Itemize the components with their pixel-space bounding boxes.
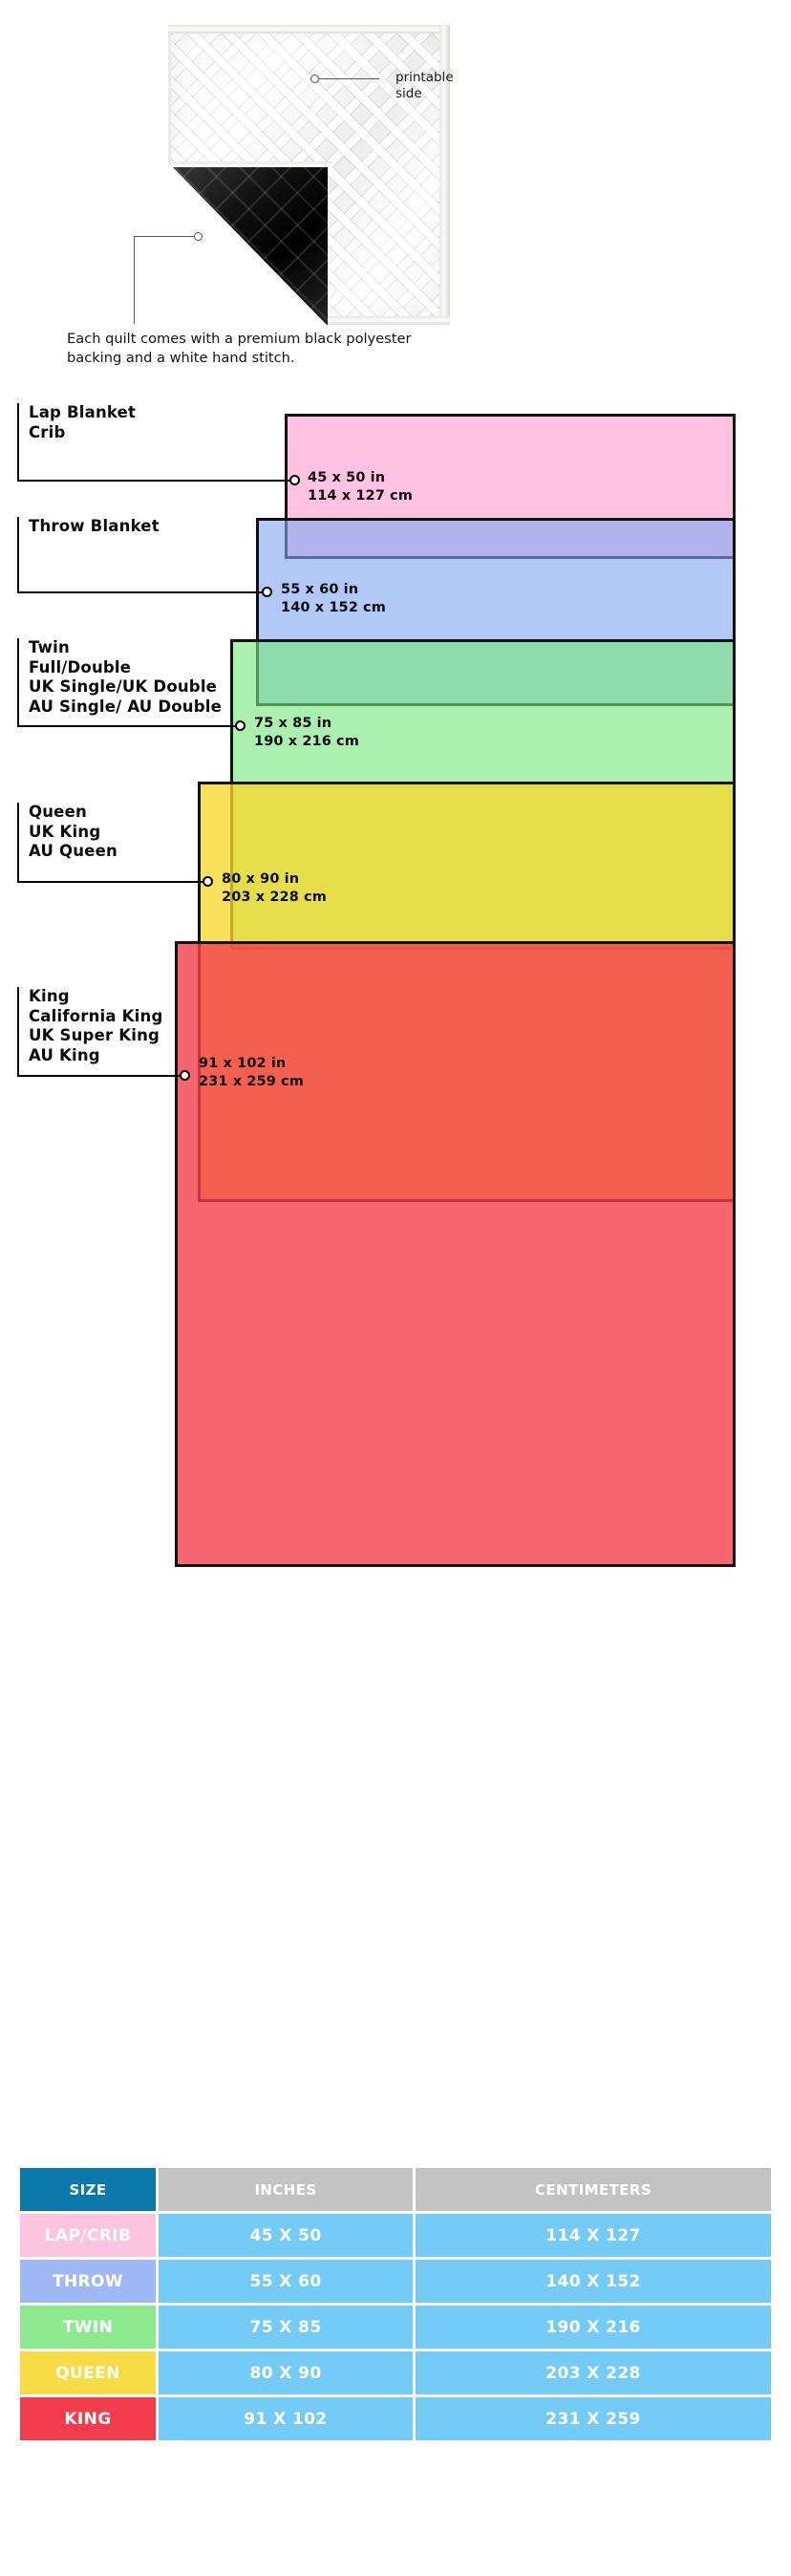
printable-side-callout-line xyxy=(319,78,379,79)
dim-label-throw-cm: 140 x 152 cm xyxy=(281,600,386,615)
quilt-caption: Each quilt comes with a premium black po… xyxy=(67,331,412,366)
leader-h-lap-crib xyxy=(17,480,293,482)
table-header-inches: INCHES xyxy=(159,2168,414,2211)
leader-dot-king xyxy=(180,1070,190,1081)
size-names-king: King California King UK Super King AU Ki… xyxy=(29,987,163,1064)
leader-h-queen xyxy=(17,881,204,883)
dim-label-queen-inches: 80 x 90 in xyxy=(222,871,300,887)
table-header-row: SIZE INCHES CENTIMETERS xyxy=(20,2168,771,2211)
table-cell-inches-twin: 75 X 85 xyxy=(159,2306,414,2349)
black-backing-callout-line-h xyxy=(134,236,194,237)
quilt-bottom-binding xyxy=(278,316,450,325)
leader-dot-throw xyxy=(262,587,272,597)
size-names-twin: Twin Full/Double UK Single/UK Double AU … xyxy=(29,638,222,716)
black-backing-callout-line-v xyxy=(134,236,135,324)
quilt-illustration-section: printable side Each quilt comes with a p… xyxy=(0,0,791,382)
table-row: KING 91 X 102 231 X 259 xyxy=(20,2397,771,2440)
table-cell-inches-king: 91 X 102 xyxy=(159,2397,414,2440)
table-cell-cm-throw: 140 X 152 xyxy=(416,2260,771,2303)
leader-dot-lap-crib xyxy=(289,475,300,485)
leader-v-queen xyxy=(17,803,19,881)
table-header-centimeters: CENTIMETERS xyxy=(416,2168,771,2211)
leader-dot-queen xyxy=(203,876,213,887)
table-cell-cm-king: 231 X 259 xyxy=(416,2397,771,2440)
table-cell-cm-lap-crib: 114 X 127 xyxy=(416,2214,771,2257)
leader-h-king xyxy=(17,1075,182,1077)
quilt-fold-edge xyxy=(168,161,332,167)
table-row: THROW 55 X 60 140 X 152 xyxy=(20,2260,771,2303)
size-table: SIZE INCHES CENTIMETERS LAP/CRIB 45 X 50… xyxy=(17,2165,774,2443)
quilt-right-binding xyxy=(439,25,450,325)
table-cell-size-lap-crib: LAP/CRIB xyxy=(20,2214,156,2257)
table-cell-inches-throw: 55 X 60 xyxy=(159,2260,414,2303)
leader-dot-twin xyxy=(235,720,246,731)
table-row: LAP/CRIB 45 X 50 114 X 127 xyxy=(20,2214,771,2257)
table-cell-cm-queen: 203 X 228 xyxy=(416,2351,771,2394)
table-cell-cm-twin: 190 X 216 xyxy=(416,2306,771,2349)
leader-v-twin xyxy=(17,638,19,725)
quilt-top-binding xyxy=(168,25,450,33)
table-row: QUEEN 80 X 90 203 X 228 xyxy=(20,2351,771,2394)
dim-label-lap-crib-cm: 114 x 127 cm xyxy=(308,488,413,504)
leader-v-throw xyxy=(17,517,19,591)
quilt-image xyxy=(168,25,450,327)
table-cell-size-queen: QUEEN xyxy=(20,2351,156,2394)
dim-label-lap-crib-inches: 45 x 50 in xyxy=(308,470,386,485)
dim-label-queen-cm: 203 x 228 cm xyxy=(222,890,327,905)
black-backing-callout-dot xyxy=(194,232,203,241)
table-row: TWIN 75 X 85 190 X 216 xyxy=(20,2306,771,2349)
size-names-queen: Queen UK King AU Queen xyxy=(29,803,118,860)
table-cell-inches-lap-crib: 45 X 50 xyxy=(159,2214,414,2257)
leader-v-king xyxy=(17,987,19,1075)
table-cell-size-king: KING xyxy=(20,2397,156,2440)
dim-label-king-inches: 91 x 102 in xyxy=(199,1056,287,1071)
printable-side-callout-dot xyxy=(310,75,319,83)
size-comparison-diagram: Lap Blanket Crib 45 x 50 in 114 x 127 cm… xyxy=(0,392,791,2112)
dim-label-king-cm: 231 x 259 cm xyxy=(199,1074,304,1089)
dim-label-twin-inches: 75 x 85 in xyxy=(254,716,332,731)
dim-label-throw-inches: 55 x 60 in xyxy=(281,582,359,597)
dim-label-twin-cm: 190 x 216 cm xyxy=(254,734,359,749)
leader-h-throw xyxy=(17,591,266,593)
printable-side-label: printable side xyxy=(396,70,454,101)
leader-v-lap-crib xyxy=(17,403,19,480)
size-names-lap-crib: Lap Blanket Crib xyxy=(29,403,137,441)
size-names-throw: Throw Blanket xyxy=(29,517,160,535)
rect-king xyxy=(175,941,736,1567)
leader-h-twin xyxy=(17,725,239,727)
table-header-size: SIZE xyxy=(20,2168,156,2211)
table-cell-inches-queen: 80 X 90 xyxy=(159,2351,414,2394)
table-cell-size-throw: THROW xyxy=(20,2260,156,2303)
table-cell-size-twin: TWIN xyxy=(20,2306,156,2349)
